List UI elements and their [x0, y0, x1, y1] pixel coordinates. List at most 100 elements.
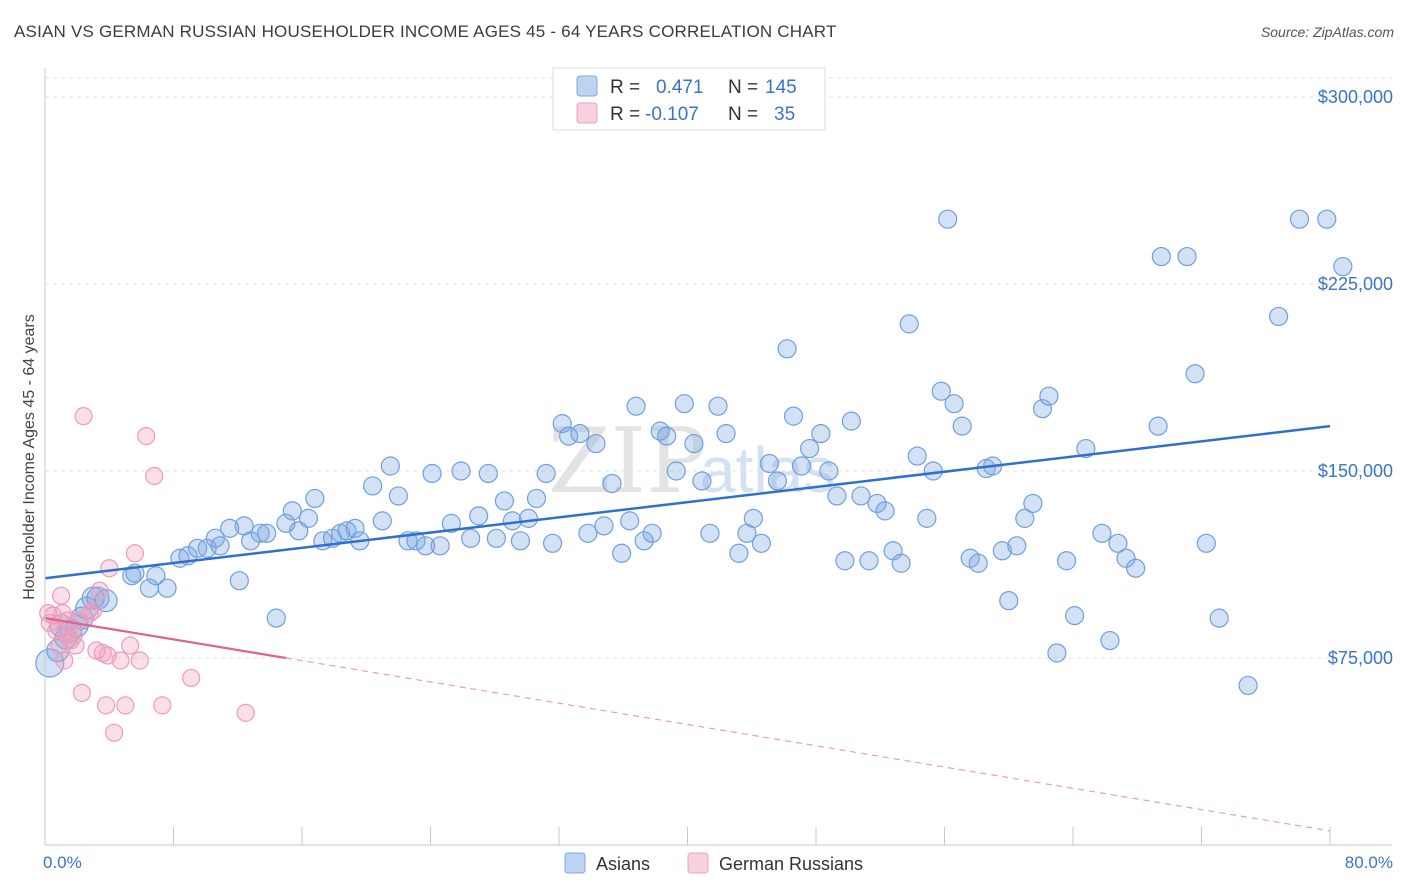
asian-point [510, 531, 531, 551]
asian-point [602, 473, 622, 494]
asian-point [586, 433, 606, 454]
asian-point [1238, 675, 1258, 696]
legend-asians-label[interactable]: Asians [596, 854, 650, 874]
asian-point [952, 416, 972, 436]
asian-point [388, 486, 408, 506]
legend-german-russians-label[interactable]: German Russians [719, 854, 863, 874]
asian-point [716, 424, 736, 444]
asian-point [891, 553, 911, 573]
german-russian-point [116, 696, 135, 715]
asian-point [751, 533, 771, 553]
asian-point [938, 209, 958, 229]
asian-point [1108, 533, 1128, 553]
asian-point [1015, 508, 1035, 528]
asian-point [783, 406, 804, 426]
asian-point [700, 523, 720, 543]
asian-point [642, 523, 662, 543]
tick-labels: $75,000 $150,000 $225,000 $300,000 0.0% 80.0% [43, 87, 1393, 872]
asian-point [430, 536, 450, 556]
y-tick-label: $75,000 [1328, 648, 1393, 668]
asian-point [229, 571, 249, 591]
axes [44, 68, 1392, 846]
asian-point [298, 508, 319, 528]
asian-point [1065, 606, 1085, 626]
asian-point [917, 508, 937, 528]
chart-title: ASIAN VS GERMAN RUSSIAN HOUSEHOLDER INCO… [14, 22, 837, 41]
asian-point [478, 463, 498, 484]
asians-n-label: N = [728, 77, 758, 98]
asian-point [923, 461, 943, 481]
asian-point [692, 471, 712, 491]
asian-point [931, 381, 951, 401]
german-russian-point [236, 703, 255, 722]
german-russian-point [100, 559, 119, 578]
german-russian-point [145, 466, 164, 486]
asian-point [867, 493, 887, 514]
german-russian-point [55, 651, 74, 670]
german-russians-trend-extension [285, 657, 1331, 832]
asian-point [1151, 246, 1171, 267]
source-credit[interactable]: Source: ZipAtlas.com [1260, 24, 1394, 40]
german-russian-point [153, 696, 172, 715]
asian-point [372, 511, 392, 531]
asian-point [559, 426, 579, 446]
watermark-atlas: atlas [700, 434, 835, 506]
asian-point [518, 508, 539, 528]
asians-points [35, 209, 1353, 696]
asian-point [305, 488, 325, 509]
asian-point [907, 446, 927, 466]
asian-point [1126, 558, 1146, 578]
german-russian-point [182, 668, 201, 688]
asian-point [899, 314, 919, 334]
asian-point [406, 531, 426, 551]
german-russian-point [104, 723, 124, 742]
asian-point [1317, 209, 1337, 229]
asian-point [1116, 548, 1136, 568]
asian-point [380, 456, 400, 476]
series-legend: Asians German Russians [564, 852, 863, 874]
asian-point [620, 511, 640, 531]
y-tick-label: $225,000 [1318, 274, 1393, 294]
stats-legend-box [552, 67, 826, 131]
german-russian-point [90, 581, 109, 600]
asian-point [469, 506, 489, 526]
asian-point [835, 551, 855, 571]
german-russian-point [72, 683, 92, 703]
legend-asians-swatch[interactable] [564, 852, 586, 874]
asian-point [526, 488, 547, 509]
legend-german-russians-swatch[interactable] [687, 852, 709, 874]
asian-point [819, 461, 839, 481]
asian-point [851, 486, 871, 506]
asian-point [944, 394, 964, 414]
asian-point [1177, 246, 1197, 267]
asian-point [674, 394, 694, 414]
asian-point [759, 453, 780, 474]
asians-n-value: 145 [765, 77, 797, 98]
asian-point [257, 523, 277, 543]
german-russian-point [98, 646, 117, 665]
asian-point [486, 528, 506, 548]
asians-swatch [576, 75, 598, 97]
asian-point [1289, 209, 1310, 229]
y-tick-label: $300,000 [1318, 87, 1393, 107]
german-russians-r-label: R = [610, 104, 640, 125]
asian-point [1196, 533, 1216, 553]
asian-point [1092, 523, 1112, 543]
asian-point [416, 536, 436, 556]
asian-point [157, 578, 177, 598]
asian-point [146, 566, 166, 586]
watermark-zip: ZIP [548, 409, 707, 514]
german-russian-point [137, 426, 156, 446]
asian-point [841, 411, 861, 431]
asian-point [220, 518, 240, 538]
asian-point [999, 591, 1019, 611]
y-tick-label: $150,000 [1318, 461, 1393, 481]
stats-legend: R = 0.471 N = 145 R = -0.107 N = 35 [552, 67, 826, 131]
asian-point [210, 536, 230, 556]
asian-point [1032, 399, 1053, 419]
asian-point [767, 471, 788, 491]
asian-point [187, 538, 208, 558]
german-russian-point [93, 643, 112, 663]
asian-point [1023, 493, 1043, 514]
